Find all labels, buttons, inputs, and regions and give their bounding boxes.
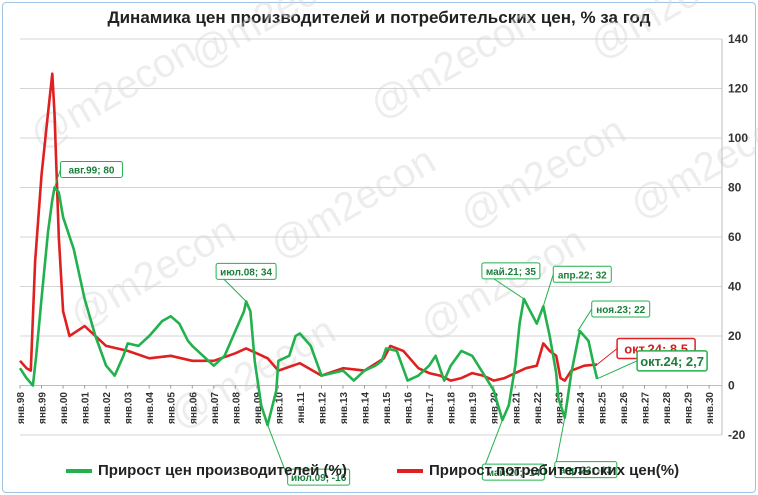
annotation-label: ноя.23; 22 <box>596 305 645 316</box>
x-tick-label: янв.09 <box>253 392 264 424</box>
legend-swatch-consumer <box>397 468 423 473</box>
annotation-leader <box>577 308 593 332</box>
x-tick-label: янв.22 <box>533 392 544 424</box>
y-tick-label: 40 <box>728 280 742 294</box>
y-tick-label: 60 <box>728 230 742 244</box>
annotation-layer: авг.99; 80 июл.08; 34 июл.09; -16 май.20; -… <box>53 161 708 486</box>
x-tick-label: янв.04 <box>145 392 156 424</box>
annotation-box <box>481 463 545 481</box>
x-axis: янв.98 янв.99 янв.00 янв.01 янв.02 янв.03 янв.… <box>16 385 716 424</box>
y-tick-label: 20 <box>728 329 742 343</box>
legend-label-consumer: Прирост потребительских цен(%) <box>429 462 680 479</box>
annotation-box <box>591 300 651 318</box>
annotation-leader <box>596 360 638 380</box>
x-tick-label: янв.08 <box>231 392 242 424</box>
y-axis: 140 120 100 80 60 40 20 0 -20 <box>728 32 748 442</box>
x-tick-label: янв.11 <box>296 392 307 424</box>
x-tick-label: янв.99 <box>38 392 49 424</box>
annotation-leader <box>481 419 503 473</box>
annotation-label: апр.22; 32 <box>558 270 607 281</box>
annotation-leader <box>267 424 289 478</box>
x-tick-label: янв.06 <box>188 392 199 424</box>
x-tick-label: янв.15 <box>382 392 393 424</box>
series-layer <box>18 72 599 427</box>
annotation-label: авг.99; 80 <box>68 166 114 177</box>
annotation-label: май.20; -14 <box>487 468 541 479</box>
y-tick-label: -20 <box>728 428 746 442</box>
x-tick-label: янв.13 <box>339 392 350 424</box>
x-tick-label: янв.23 <box>554 392 565 424</box>
legend-label-producer: Прирост цен производителей (%) <box>98 462 347 479</box>
annotation-box <box>554 461 618 479</box>
legend-swatch-producer <box>66 468 92 473</box>
annotation-box <box>215 262 277 280</box>
x-tick-label: янв.24 <box>576 392 587 424</box>
consumer-price-line <box>19 72 598 382</box>
y-tick-label: 0 <box>728 379 735 393</box>
x-tick-label: янв.29 <box>684 392 695 424</box>
y-tick-label: 100 <box>728 131 748 145</box>
x-tick-label: янв.03 <box>124 392 135 424</box>
annotation-box <box>552 265 612 283</box>
watermark-text: @m2econ <box>263 138 443 268</box>
annotation-box <box>287 468 351 486</box>
grid-lines <box>20 38 723 436</box>
x-tick-label: янв.19 <box>468 392 479 424</box>
chart-title: Динамика цен производителей и потребител… <box>107 8 651 27</box>
annotation-leader <box>554 417 566 470</box>
annotation-label: июл.09; -16 <box>291 473 347 484</box>
annotation-label: окт.24; 2,7 <box>640 354 704 369</box>
annotation-label: май.21; 35 <box>486 267 537 278</box>
annotation-box <box>59 161 123 178</box>
watermark-text: @m2econ <box>453 108 633 238</box>
x-tick-label: янв.27 <box>640 392 651 424</box>
x-tick-label: янв.02 <box>102 392 113 424</box>
x-tick-label: янв.16 <box>404 392 415 424</box>
y-tick-label: 80 <box>728 181 742 195</box>
x-tick-label: янв.01 <box>81 392 92 424</box>
annotation-box <box>636 350 708 372</box>
x-tick-label: янв.21 <box>511 392 522 424</box>
y-tick-label: 120 <box>728 82 748 96</box>
x-tick-label: янв.98 <box>16 392 27 424</box>
watermark-layer: @m2econ@m2econ @m2econ @m2econ@m2econ@m2ec… <box>23 0 758 438</box>
legend-item-producer: Прирост цен производителей (%) <box>66 462 347 479</box>
x-tick-label: янв.28 <box>662 392 673 424</box>
x-tick-label: янв.14 <box>361 392 372 424</box>
x-tick-label: янв.25 <box>597 392 608 424</box>
watermark-text: @m2econ <box>623 98 758 228</box>
annotation-label: июл.08; 34 <box>220 267 272 278</box>
legend-item-consumer: Прирост потребительских цен(%) <box>397 462 679 479</box>
annotation-leader <box>53 169 61 188</box>
x-tick-label: янв.12 <box>317 392 328 424</box>
x-tick-label: янв.17 <box>425 392 436 424</box>
legend: Прирост цен производителей (%) Прирост п… <box>0 462 758 484</box>
x-tick-label: янв.00 <box>59 392 70 424</box>
x-tick-label: янв.20 <box>490 392 501 424</box>
annotation-leader <box>542 274 554 307</box>
x-tick-label: янв.18 <box>447 392 458 424</box>
x-tick-label: янв.26 <box>619 392 630 424</box>
annotation-box <box>481 262 541 280</box>
watermark-text: @m2econ <box>413 218 593 348</box>
x-tick-label: янв.07 <box>210 392 221 424</box>
producer-price-line <box>18 186 599 427</box>
annotation-label: апр.23; -13 <box>560 466 613 477</box>
x-tick-label: янв.10 <box>274 392 285 424</box>
y-tick-label: 140 <box>728 32 748 46</box>
x-tick-label: янв.05 <box>167 392 178 424</box>
watermark-text: @m2econ <box>363 0 543 128</box>
annotation-leader <box>596 348 618 365</box>
x-tick-label: янв.30 <box>705 392 716 424</box>
